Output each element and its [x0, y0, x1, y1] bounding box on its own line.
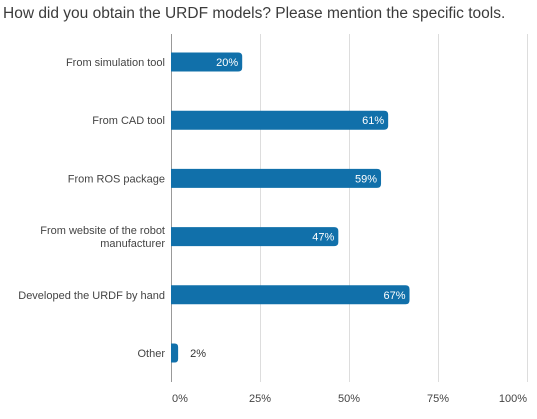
- category-label: From simulation tool: [66, 57, 165, 69]
- bars: 20% 61% 59% 47% 67% 2%: [171, 52, 410, 363]
- bar-value-label: 2%: [190, 348, 206, 360]
- x-tick-label: 75%: [427, 393, 449, 405]
- x-tick-labels: 0% 25% 50% 75% 100%: [172, 393, 527, 405]
- bar: [171, 343, 179, 363]
- gridlines: [171, 34, 528, 382]
- x-tick-label: 100%: [499, 393, 527, 405]
- category-label: manufacturer: [100, 238, 165, 250]
- bar: [171, 227, 339, 247]
- bar-value-label: 67%: [383, 290, 405, 302]
- category-label: Developed the URDF by hand: [18, 290, 165, 302]
- chart-title: How did you obtain the URDF models? Plea…: [3, 5, 506, 22]
- x-tick-label: 50%: [338, 393, 360, 405]
- bar-value-label: 61%: [362, 115, 384, 127]
- bar: [171, 285, 410, 305]
- bar: [171, 52, 243, 72]
- category-label: Other: [137, 348, 165, 360]
- bar: [171, 110, 389, 130]
- category-labels: From simulation tool From CAD tool From RO…: [18, 57, 165, 360]
- x-tick-label: 25%: [249, 393, 271, 405]
- bar-value-label: 47%: [312, 232, 334, 244]
- category-label: From website of the robot: [40, 225, 165, 237]
- bar: [171, 168, 382, 188]
- bar-value-label: 20%: [216, 57, 238, 69]
- bar-value-label: 59%: [355, 173, 377, 185]
- x-tick-label: 0%: [172, 393, 188, 405]
- category-label: From ROS package: [68, 173, 165, 185]
- category-label: From CAD tool: [92, 115, 165, 127]
